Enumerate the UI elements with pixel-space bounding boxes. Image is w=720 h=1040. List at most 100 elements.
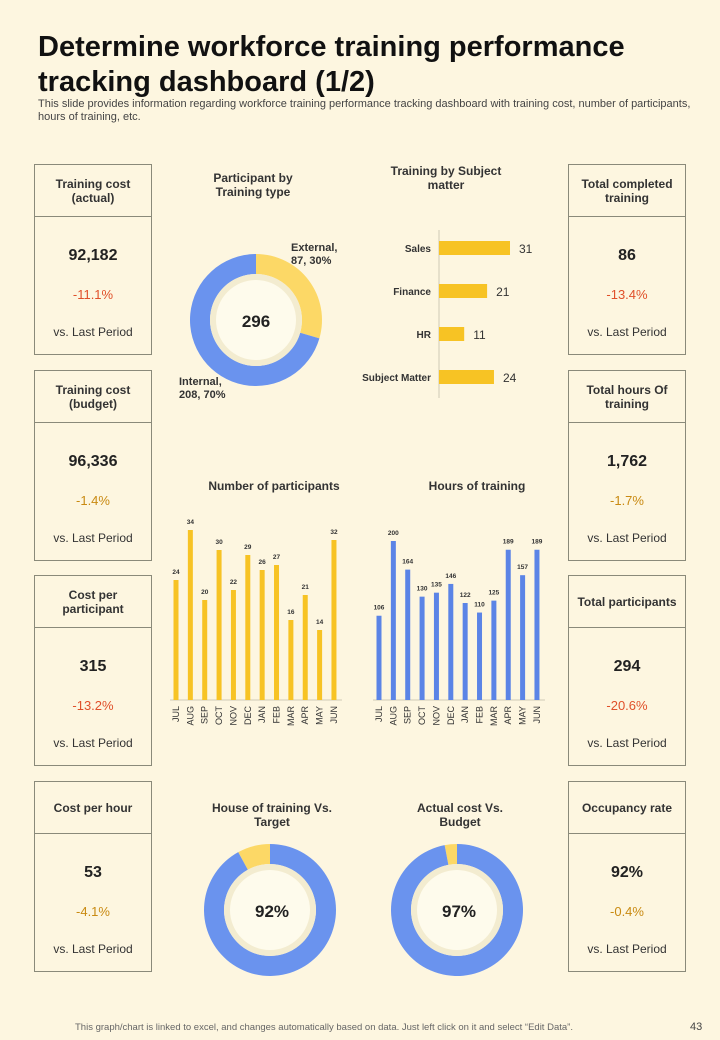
bar — [331, 540, 337, 700]
bar — [433, 592, 439, 700]
bar — [439, 327, 465, 341]
kpi-occupancy-rate: Occupancy rate 92% -0.4% vs. Last Period — [568, 781, 686, 972]
kpi-total-participants: Total participants 294 -20.6% vs. Last P… — [568, 575, 686, 766]
bar-value-label: 14 — [316, 619, 324, 626]
remaining-slice — [444, 844, 457, 865]
bar-value-label: 122 — [460, 592, 471, 599]
bar-value-label: 22 — [230, 579, 238, 586]
bar-value-label: 26 — [259, 559, 267, 566]
kpi-period: vs. Last Period — [587, 325, 667, 339]
bar — [448, 583, 454, 700]
bar-value-label: 24 — [503, 371, 517, 385]
bar-category-label: Subject Matter — [362, 373, 431, 384]
kpi-period: vs. Last Period — [587, 531, 667, 545]
donut-center-label: 296 — [242, 312, 270, 331]
bar — [390, 541, 396, 700]
donut-center — [417, 870, 497, 950]
kpi-value: 86 — [618, 247, 636, 264]
kpi-period: vs. Last Period — [53, 325, 133, 339]
bar-category-label: OCT — [214, 706, 224, 726]
bar-value-label: 164 — [402, 559, 413, 566]
footer-note: This graph/chart is linked to excel, and… — [75, 1022, 573, 1033]
bar — [302, 595, 308, 700]
bar — [376, 615, 382, 700]
kpi-period: vs. Last Period — [53, 531, 133, 545]
kpi-value: 92% — [610, 864, 644, 881]
bar-category-label: JAN — [257, 706, 267, 723]
bar-value-label: 135 — [431, 582, 442, 589]
bar-category-label: APR — [300, 706, 310, 725]
bar-value-label: 189 — [532, 539, 543, 546]
bar-value-label: 200 — [388, 530, 399, 537]
achieved-slice — [203, 844, 336, 977]
kpi-period: vs. Last Period — [587, 942, 667, 956]
bar-category-label: JUN — [329, 706, 339, 724]
bar-category-label: Finance — [393, 287, 431, 298]
kpi-label: Cost per hour — [35, 782, 151, 834]
bar-category-label: AUG — [185, 706, 195, 726]
bar-category-label: JUN — [532, 706, 542, 724]
kpi-change: -1.4% — [76, 493, 110, 508]
bar-value-label: 32 — [330, 529, 338, 536]
page-number: 43 — [690, 1021, 703, 1033]
bar-category-label: SEP — [200, 706, 210, 724]
participant-type-donut — [190, 254, 322, 387]
bar-value-label: 146 — [445, 573, 456, 580]
kpi-change: -13.2% — [72, 698, 114, 713]
bar-category-label: JAN — [460, 706, 470, 723]
bar — [491, 600, 497, 700]
external-label: External, — [291, 242, 337, 254]
bar — [230, 590, 236, 700]
kpi-period: vs. Last Period — [53, 942, 133, 956]
bar-value-label: 31 — [519, 242, 533, 256]
bar — [259, 570, 265, 700]
bar-category-label: JUL — [171, 706, 181, 722]
bar-category-label: FEB — [475, 706, 485, 724]
kpi-value: 96,336 — [68, 453, 118, 470]
bar-value-label: 21 — [302, 584, 310, 591]
bar-value-label: 157 — [517, 564, 528, 571]
bar — [245, 555, 251, 700]
participant-type-chart-title: Participant by Training type — [213, 171, 293, 199]
bar — [520, 575, 526, 700]
bar — [439, 241, 510, 255]
kpi-cost-per-hour: Cost per hour 53 -4.1% vs. Last Period — [34, 781, 152, 972]
kpi-label: Training cost (budget) — [35, 371, 151, 423]
hours-target-chart-title: House of training Vs. Target — [211, 801, 332, 829]
hours-bar-chart: 106 JUL 200 AUG 164 SEP 130 OCT 135 NOV 146 DEC 122 J… — [373, 530, 545, 726]
hours-target-center-label: 92% — [255, 902, 289, 921]
kpi-training-cost-actual: Training cost (actual) 92,182 -11.1% vs.… — [34, 164, 152, 355]
bar — [288, 620, 294, 700]
bar — [317, 630, 323, 700]
kpi-period: vs. Last Period — [53, 736, 133, 750]
bar-value-label: 20 — [201, 589, 209, 596]
kpi-change: -20.6% — [606, 698, 648, 713]
bar-value-label: 16 — [287, 609, 295, 616]
hours-target-donut — [203, 844, 336, 977]
bar — [439, 284, 488, 298]
donut-center — [216, 280, 296, 360]
bar-value-label: 29 — [244, 544, 252, 551]
cost-budget-chart-title: Actual cost Vs. Budget — [416, 801, 504, 829]
bar-value-label: 130 — [417, 586, 428, 593]
external-slice-label: External, 87, 30% — [291, 242, 337, 267]
bar — [405, 569, 411, 700]
bar-value-label: 30 — [215, 539, 223, 546]
kpi-label: Occupancy rate — [569, 782, 685, 834]
bar-category-label: MAY — [518, 706, 528, 725]
achieved-slice — [391, 844, 524, 977]
kpi-total-completed-training: Total completed training 86 -13.4% vs. L… — [568, 164, 686, 355]
internal-label: Internal, — [179, 376, 222, 388]
bar-value-label: 11 — [473, 328, 486, 342]
subject-matter-bar-chart: Sales 31 Finance 21 HR 11 Subject Matter 24 — [362, 230, 533, 398]
bar-category-label: JUL — [374, 706, 384, 722]
external-slice — [256, 254, 322, 339]
subject-matter-chart-title: Training by Subject matter — [390, 164, 502, 192]
bar — [274, 565, 280, 700]
internal-slice — [190, 254, 320, 387]
internal-slice-label: Internal, 208, 70% — [179, 376, 226, 401]
bar-value-label: 125 — [488, 590, 499, 597]
bar — [202, 600, 208, 700]
bar-value-label: 189 — [503, 539, 514, 546]
bar — [439, 370, 494, 384]
